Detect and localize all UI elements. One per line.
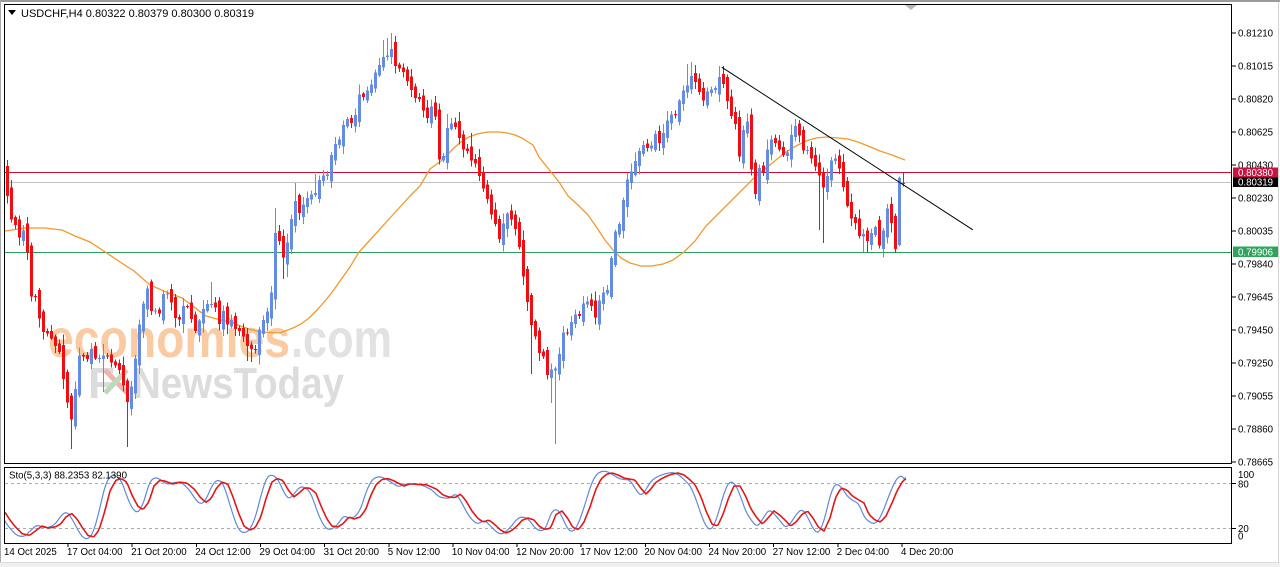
svg-text:21 Oct 20:00: 21 Oct 20:00 [131,547,187,558]
svg-text:100: 100 [1238,470,1255,481]
svg-text:0.79645: 0.79645 [1238,292,1273,303]
svg-text:0.80625: 0.80625 [1238,127,1273,138]
svg-text:0.79840: 0.79840 [1238,259,1274,270]
svg-text:17 Oct 04:00: 17 Oct 04:00 [67,547,123,558]
svg-text:17 Nov 12:00: 17 Nov 12:00 [580,547,638,558]
svg-text:12 Nov 20:00: 12 Nov 20:00 [516,547,574,558]
svg-text:0.80230: 0.80230 [1238,193,1274,204]
svg-text:0.80380: 0.80380 [1238,168,1274,179]
svg-text:0.79055: 0.79055 [1238,391,1273,402]
svg-text:0.78860: 0.78860 [1238,424,1274,435]
svg-text:NewsToday: NewsToday [133,359,344,408]
svg-text:24 Oct 12:00: 24 Oct 12:00 [195,547,251,558]
svg-text:0: 0 [1238,532,1244,543]
svg-text:10 Nov 04:00: 10 Nov 04:00 [452,547,510,558]
svg-text:29 Oct 04:00: 29 Oct 04:00 [260,547,316,558]
svg-text:2 Dec 04:00: 2 Dec 04:00 [837,547,890,558]
svg-text:0.79450: 0.79450 [1238,325,1274,336]
svg-text:5 Nov 12:00: 5 Nov 12:00 [388,547,441,558]
svg-text:24 Nov 20:00: 24 Nov 20:00 [709,547,767,558]
svg-text:14 Oct 2025: 14 Oct 2025 [4,547,57,558]
svg-text:0.78665: 0.78665 [1238,457,1273,468]
svg-text:0.80035: 0.80035 [1238,226,1273,237]
svg-text:0.81210: 0.81210 [1238,28,1274,39]
svg-text:20: 20 [1238,524,1249,535]
svg-text:20 Nov 04:00: 20 Nov 04:00 [644,547,702,558]
svg-text:F: F [88,359,115,408]
svg-text:0.80820: 0.80820 [1238,94,1274,105]
svg-text:0.79250: 0.79250 [1238,358,1274,369]
svg-text:31 Oct 20:00: 31 Oct 20:00 [324,547,380,558]
svg-text:Sto(5,3,3) 88.2353 82.1390: Sto(5,3,3) 88.2353 82.1390 [9,471,128,482]
svg-text:0.81015: 0.81015 [1238,61,1273,72]
svg-text:0.80430: 0.80430 [1238,160,1274,171]
svg-text:27 Nov 12:00: 27 Nov 12:00 [773,547,831,558]
svg-text:4 Dec 20:00: 4 Dec 20:00 [901,547,954,558]
svg-text:USDCHF,H4 0.80322 0.80379 0.8: USDCHF,H4 0.80322 0.80379 0.80300 0.8031… [21,8,254,20]
svg-text:80: 80 [1238,479,1249,490]
svg-text:0.80319: 0.80319 [1238,178,1273,189]
svg-text:0.79906: 0.79906 [1238,248,1273,259]
